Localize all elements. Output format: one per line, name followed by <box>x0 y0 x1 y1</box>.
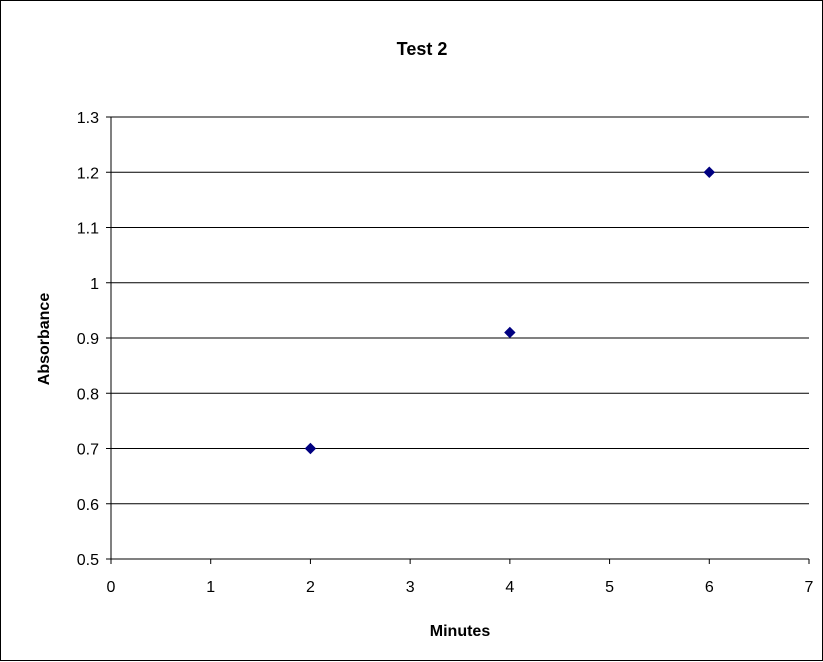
y-tick-label: 0.8 <box>77 386 99 403</box>
y-tick-label: 1.1 <box>77 221 99 238</box>
y-tick-label: 0.6 <box>77 497 99 514</box>
x-tick-label: 1 <box>206 579 215 596</box>
x-axis-label: Minutes <box>430 623 491 640</box>
x-tick-label: 2 <box>306 579 315 596</box>
x-tick-label: 3 <box>406 579 415 596</box>
chart-title: Test 2 <box>397 39 448 59</box>
x-tick-label: 7 <box>805 579 814 596</box>
y-axis-label: Absorbance <box>36 293 53 386</box>
y-tick-label: 0.9 <box>77 331 99 348</box>
y-tick-label: 0.7 <box>77 442 99 459</box>
data-point <box>304 442 317 455</box>
data-point <box>504 326 516 339</box>
data-points <box>304 166 715 455</box>
x-tick-label: 6 <box>705 579 714 596</box>
y-tick-label: 1 <box>90 276 99 293</box>
y-tick-label: 0.5 <box>77 552 99 569</box>
x-tick-label: 0 <box>107 579 116 596</box>
x-tick-label: 5 <box>605 579 614 596</box>
gridlines <box>111 116 809 505</box>
x-tick-labels: 0 1 2 3 4 5 6 7 <box>107 579 814 596</box>
data-point <box>703 166 715 178</box>
y-tick-labels: 0.5 0.6 0.7 0.8 0.9 1 1.1 1.2 1.3 <box>77 110 99 569</box>
y-tick-label: 1.2 <box>77 165 99 182</box>
y-tick-label: 1.3 <box>77 110 99 127</box>
x-tick-label: 4 <box>505 579 514 596</box>
axes <box>106 116 810 564</box>
